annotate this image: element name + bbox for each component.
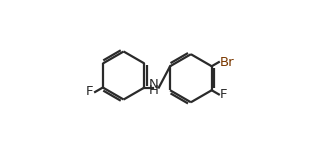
Text: Br: Br — [220, 56, 235, 69]
Text: F: F — [86, 85, 93, 98]
Text: F: F — [220, 88, 227, 101]
Text: N: N — [149, 78, 158, 91]
Text: H: H — [149, 84, 159, 97]
